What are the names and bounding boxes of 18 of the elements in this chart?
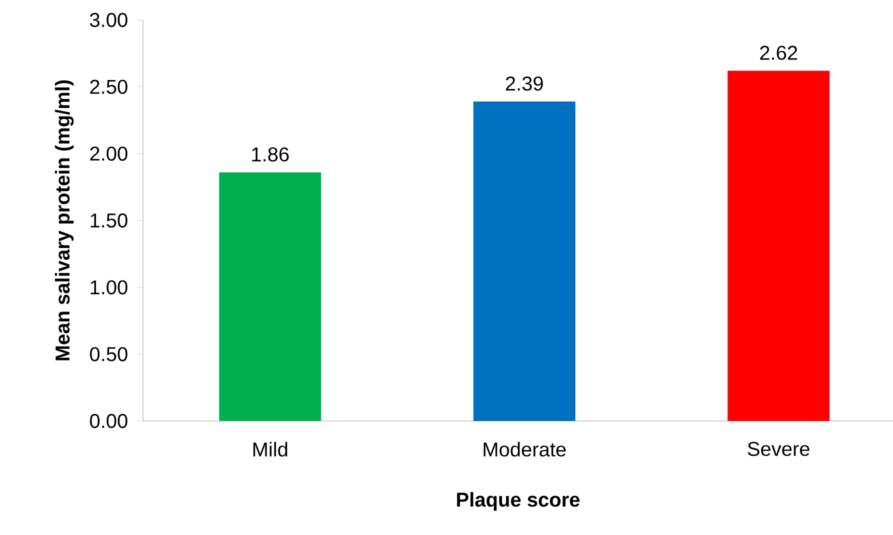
y-axis-title: Mean salivary protein (mg/ml): [54, 80, 74, 360]
bar: [728, 70, 830, 421]
bar: [219, 172, 322, 421]
bar: [473, 102, 576, 421]
y-tick-label: 0.00: [90, 414, 128, 428]
y-tick-label: 3.00: [90, 12, 128, 28]
y-tick-label: 1.00: [90, 280, 128, 294]
x-tick-label: Severe: [748, 442, 810, 456]
x-tick-label: Moderate: [484, 442, 566, 457]
x-axis-title: Plaque score: [457, 492, 580, 511]
y-tick-label: 1.50: [90, 213, 128, 228]
data-label: 2.39: [506, 76, 543, 91]
y-tick-label: 2.00: [90, 146, 128, 161]
data-label: 2.62: [760, 46, 798, 60]
y-tick-label: 0.50: [90, 347, 128, 362]
data-label: 1.86: [252, 147, 289, 162]
y-tick-label: 2.50: [90, 80, 128, 94]
x-tick-label: Mild: [253, 442, 288, 457]
